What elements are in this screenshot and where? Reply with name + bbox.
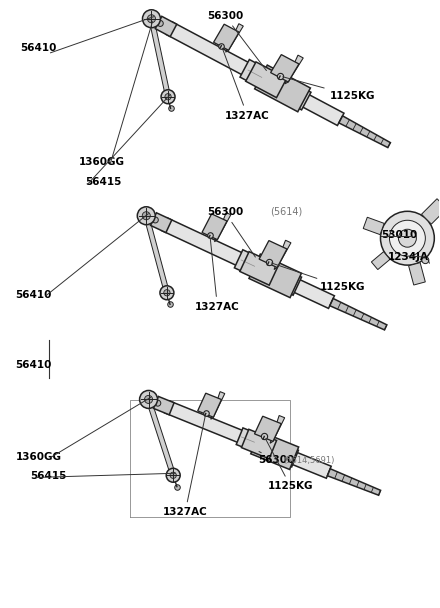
Text: 53010: 53010 xyxy=(381,230,418,240)
Polygon shape xyxy=(154,396,174,415)
Polygon shape xyxy=(211,392,225,420)
Text: 56300: 56300 xyxy=(207,207,255,257)
Polygon shape xyxy=(327,469,381,496)
Circle shape xyxy=(165,94,171,100)
Polygon shape xyxy=(254,416,281,441)
Polygon shape xyxy=(422,199,440,224)
Text: 1327AC: 1327AC xyxy=(222,48,270,120)
Text: 1234JA: 1234JA xyxy=(388,252,429,262)
Polygon shape xyxy=(339,116,390,148)
Circle shape xyxy=(137,207,155,225)
Polygon shape xyxy=(285,55,303,84)
Polygon shape xyxy=(202,214,227,240)
Polygon shape xyxy=(198,393,221,417)
Polygon shape xyxy=(213,24,239,50)
Text: 56300: 56300 xyxy=(258,452,294,466)
Polygon shape xyxy=(165,401,331,478)
Polygon shape xyxy=(251,431,299,469)
Polygon shape xyxy=(155,16,177,36)
Circle shape xyxy=(144,395,153,404)
Polygon shape xyxy=(259,241,287,268)
Circle shape xyxy=(161,90,175,104)
Polygon shape xyxy=(274,240,291,269)
Polygon shape xyxy=(240,60,311,110)
Circle shape xyxy=(166,468,180,482)
Text: 1125KG: 1125KG xyxy=(271,263,365,292)
Polygon shape xyxy=(235,250,301,295)
Circle shape xyxy=(142,212,150,219)
Text: 56410: 56410 xyxy=(16,290,52,300)
Polygon shape xyxy=(236,428,298,467)
Polygon shape xyxy=(242,429,277,459)
Text: 56410: 56410 xyxy=(21,43,57,53)
Text: 1327AC: 1327AC xyxy=(163,416,208,517)
Polygon shape xyxy=(149,18,170,97)
Polygon shape xyxy=(144,215,169,294)
Text: 1360GG: 1360GG xyxy=(78,157,125,167)
Text: (5614,5691): (5614,5691) xyxy=(283,457,334,466)
Circle shape xyxy=(399,229,416,247)
Circle shape xyxy=(389,220,425,256)
Polygon shape xyxy=(270,415,285,443)
Text: 56410: 56410 xyxy=(16,360,52,370)
Text: 1327AC: 1327AC xyxy=(195,238,240,312)
Circle shape xyxy=(160,286,174,300)
Polygon shape xyxy=(150,213,172,233)
Circle shape xyxy=(381,212,434,265)
Circle shape xyxy=(170,472,176,478)
Polygon shape xyxy=(161,218,334,308)
Polygon shape xyxy=(371,252,390,269)
Circle shape xyxy=(155,400,161,406)
Text: 56415: 56415 xyxy=(85,178,122,187)
Text: 56300: 56300 xyxy=(207,11,266,71)
Polygon shape xyxy=(226,24,243,52)
Polygon shape xyxy=(271,55,299,82)
Circle shape xyxy=(422,257,429,264)
Polygon shape xyxy=(214,213,231,242)
Text: 1125KG: 1125KG xyxy=(283,77,375,101)
Polygon shape xyxy=(255,65,310,112)
Polygon shape xyxy=(246,62,287,98)
Polygon shape xyxy=(249,254,301,298)
Polygon shape xyxy=(363,217,384,235)
Text: 56415: 56415 xyxy=(31,471,67,482)
Polygon shape xyxy=(330,299,387,330)
Circle shape xyxy=(143,10,161,28)
Circle shape xyxy=(164,289,170,296)
Circle shape xyxy=(147,15,155,22)
Text: 1125KG: 1125KG xyxy=(266,439,313,491)
Polygon shape xyxy=(166,22,344,125)
Text: 1360GG: 1360GG xyxy=(16,452,62,461)
Circle shape xyxy=(152,217,158,223)
Text: (5614): (5614) xyxy=(270,206,302,216)
Polygon shape xyxy=(146,399,176,476)
Circle shape xyxy=(139,390,158,409)
Polygon shape xyxy=(409,263,425,285)
Circle shape xyxy=(157,21,163,26)
Polygon shape xyxy=(240,252,279,285)
